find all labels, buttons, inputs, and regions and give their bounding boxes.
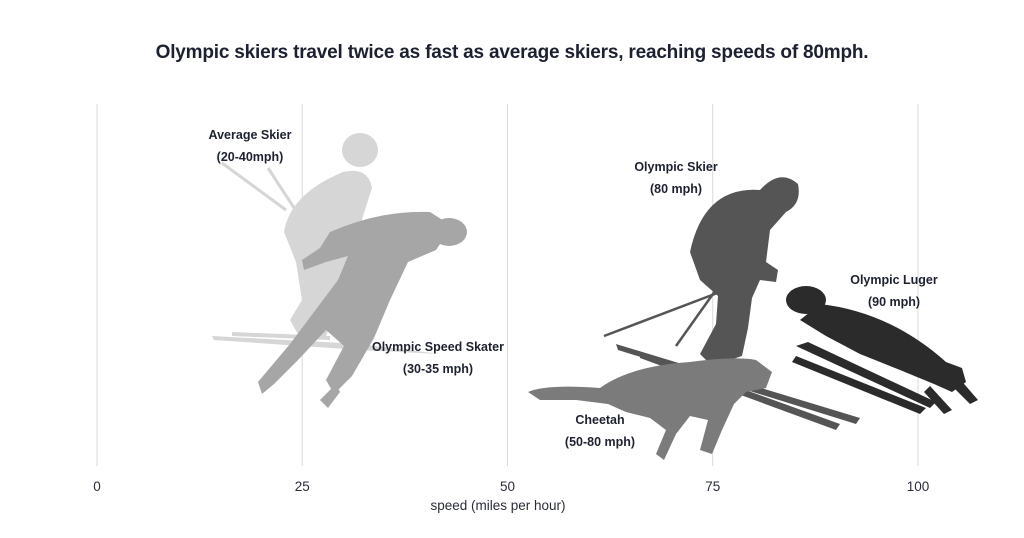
label-cheetah: Cheetah (50-80 mph) [565, 413, 635, 449]
label-average-skier: Average Skier (20-40mph) [209, 128, 292, 164]
label-name: Cheetah [575, 413, 624, 427]
x-tick-label: 0 [93, 479, 101, 494]
label-range: (80 mph) [650, 182, 702, 196]
luge-silhouette-icon [786, 286, 978, 414]
x-tick-labels: 0 25 50 75 100 [93, 479, 929, 494]
x-axis-label: speed (miles per hour) [430, 498, 565, 513]
label-name: Olympic Speed Skater [372, 340, 504, 354]
x-tick-label: 25 [295, 479, 310, 494]
cheetah-silhouette-icon [528, 358, 772, 460]
label-range: (20-40mph) [217, 150, 284, 164]
x-tick-label: 50 [500, 479, 515, 494]
x-tick-label: 100 [907, 479, 930, 494]
speed-skater-silhouette-icon [258, 211, 467, 408]
label-olympic-speed-skater: Olympic Speed Skater (30-35 mph) [372, 340, 504, 376]
label-name: Average Skier [209, 128, 292, 142]
label-range: (30-35 mph) [403, 362, 473, 376]
chart-title: Olympic skiers travel twice as fast as a… [155, 42, 869, 63]
label-range: (50-80 mph) [565, 435, 635, 449]
label-name: Olympic Skier [634, 160, 718, 174]
label-olympic-luger: Olympic Luger (90 mph) [850, 273, 938, 309]
label-olympic-skier: Olympic Skier (80 mph) [634, 160, 718, 196]
label-range: (90 mph) [868, 295, 920, 309]
x-tick-label: 75 [705, 479, 720, 494]
label-name: Olympic Luger [850, 273, 938, 287]
